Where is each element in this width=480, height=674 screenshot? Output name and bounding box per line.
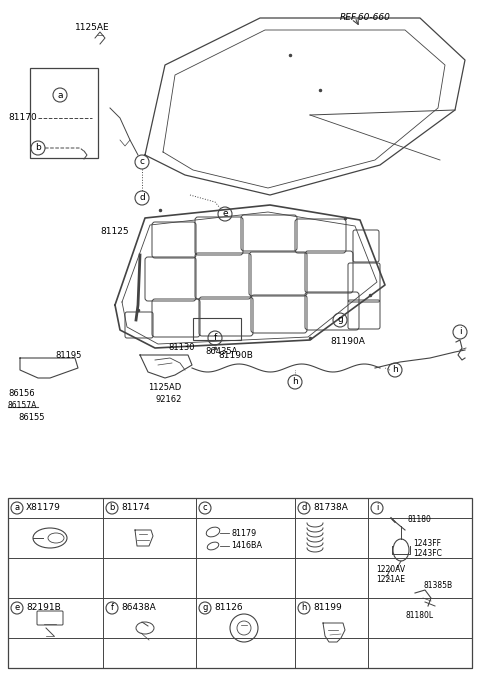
- Text: 1416BA: 1416BA: [231, 541, 262, 551]
- Text: 86156: 86156: [8, 388, 35, 398]
- Text: g: g: [202, 603, 208, 613]
- Text: f: f: [214, 334, 216, 342]
- Text: g: g: [337, 315, 343, 324]
- Text: 86435A: 86435A: [205, 348, 238, 357]
- Text: 81179: 81179: [231, 528, 256, 537]
- Text: d: d: [301, 503, 307, 512]
- Text: a: a: [57, 90, 63, 100]
- Text: h: h: [292, 377, 298, 386]
- Text: h: h: [392, 365, 398, 375]
- Text: 1220AV: 1220AV: [376, 565, 405, 574]
- Text: 82191B: 82191B: [26, 603, 61, 613]
- Text: 81385B: 81385B: [423, 582, 452, 590]
- Bar: [30, 68, 98, 158]
- Text: b: b: [109, 503, 115, 512]
- Text: 92162: 92162: [155, 396, 181, 404]
- Text: 81195: 81195: [55, 350, 82, 359]
- Text: h: h: [301, 603, 307, 613]
- Bar: [8, 498, 472, 668]
- Text: 86438A: 86438A: [121, 603, 156, 613]
- Text: c: c: [140, 158, 144, 166]
- Text: 81180L: 81180L: [405, 611, 433, 621]
- Text: REF.60-660: REF.60-660: [340, 13, 391, 22]
- Text: 81190B: 81190B: [218, 350, 253, 359]
- Text: 81130: 81130: [168, 344, 194, 353]
- Text: c: c: [203, 503, 207, 512]
- Text: 81126: 81126: [214, 603, 242, 613]
- Text: 1125AD: 1125AD: [148, 384, 181, 392]
- Bar: [193, 318, 241, 340]
- Text: 81190A: 81190A: [330, 338, 365, 346]
- Text: d: d: [139, 193, 145, 202]
- Text: 81170: 81170: [8, 113, 37, 123]
- Text: 1243FC: 1243FC: [413, 549, 442, 559]
- Text: 86155: 86155: [18, 414, 45, 423]
- Text: 81125: 81125: [100, 228, 129, 237]
- Text: f: f: [110, 603, 113, 613]
- Text: e: e: [222, 210, 228, 218]
- Text: X81179: X81179: [26, 503, 61, 512]
- Text: 81180: 81180: [407, 516, 431, 524]
- Text: 81199: 81199: [313, 603, 342, 613]
- Text: e: e: [14, 603, 20, 613]
- Text: 1125AE: 1125AE: [75, 24, 109, 32]
- Text: a: a: [14, 503, 20, 512]
- Text: 81174: 81174: [121, 503, 150, 512]
- Text: i: i: [459, 328, 461, 336]
- Text: i: i: [376, 503, 378, 512]
- Text: 1243FF: 1243FF: [413, 539, 441, 549]
- Text: b: b: [35, 144, 41, 152]
- Text: 1221AE: 1221AE: [376, 576, 405, 584]
- Text: 86157A: 86157A: [8, 400, 37, 410]
- Text: 81738A: 81738A: [313, 503, 348, 512]
